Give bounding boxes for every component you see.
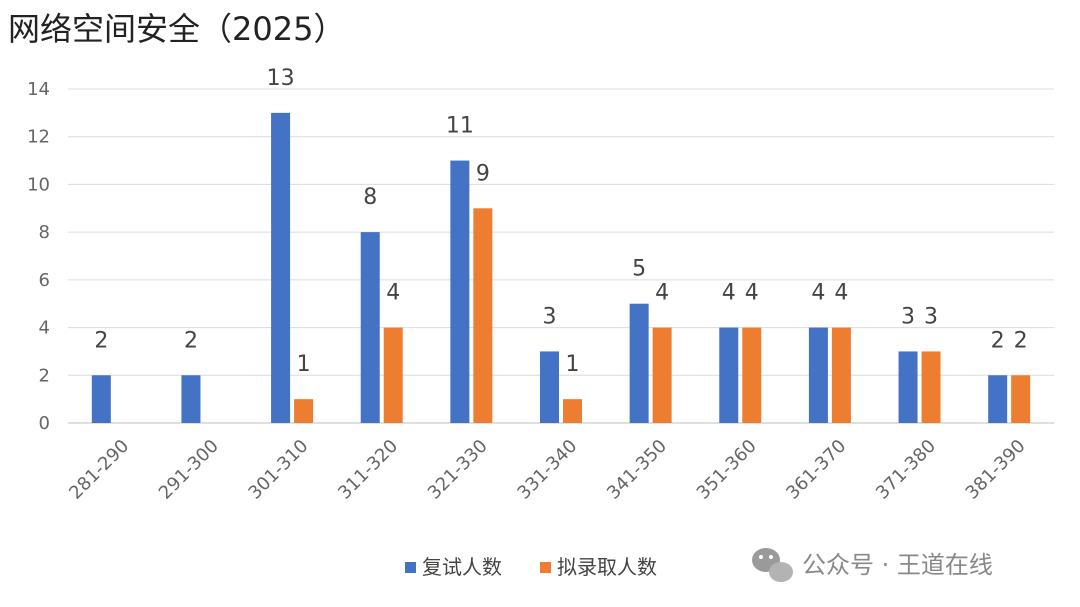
data-label: 8 — [363, 185, 377, 210]
bar-retest — [808, 327, 828, 423]
bar-retest — [360, 232, 380, 423]
y-tick-label: 14 — [27, 79, 50, 100]
x-tick-label: 361-370 — [782, 436, 850, 504]
data-label: 2 — [94, 328, 108, 353]
bar-retest — [719, 327, 739, 423]
bar-admitted — [1011, 375, 1031, 423]
bar-retest — [629, 303, 649, 423]
data-label: 3 — [924, 304, 938, 329]
bar-admitted — [921, 351, 941, 423]
x-tick-label: 341-350 — [603, 436, 671, 504]
bars — [91, 112, 1031, 424]
x-tick-label: 381-390 — [962, 436, 1030, 504]
bar-admitted — [742, 327, 762, 423]
x-tick-label: 331-340 — [513, 436, 581, 504]
y-tick-label: 4 — [39, 318, 50, 339]
data-label: 4 — [386, 281, 400, 306]
bar-retest — [271, 112, 291, 423]
y-tick-label: 6 — [39, 270, 50, 291]
data-label: 1 — [297, 352, 311, 377]
bar-retest — [181, 375, 201, 423]
data-label: 2 — [991, 328, 1005, 353]
data-label: 11 — [446, 114, 474, 139]
watermark: 公众号 · 王道在线 — [752, 548, 993, 582]
data-label: 4 — [834, 281, 848, 306]
y-tick-label: 10 — [27, 174, 50, 195]
x-tick-label: 291-300 — [155, 436, 223, 504]
x-tick-label: 351-360 — [693, 436, 761, 504]
legend-label: 拟录取人数 — [557, 555, 657, 579]
x-tick-label: 301-310 — [244, 436, 312, 504]
bar-admitted — [294, 399, 314, 423]
bar-retest — [91, 375, 111, 423]
bar-admitted — [383, 327, 403, 423]
y-tick-label: 12 — [27, 127, 50, 148]
legend-label: 复试人数 — [422, 555, 502, 579]
data-label: 9 — [476, 161, 490, 186]
bar-retest — [898, 351, 918, 423]
bar-admitted — [652, 327, 672, 423]
x-tick-label: 371-380 — [872, 436, 940, 504]
legend: 复试人数 拟录取人数 — [405, 555, 657, 579]
data-label: 2 — [184, 328, 198, 353]
data-label: 4 — [811, 281, 825, 306]
data-label: 4 — [722, 281, 736, 306]
bar-retest — [988, 375, 1008, 423]
bar-retest — [540, 351, 559, 423]
watermark-text: 公众号 · 王道在线 — [802, 551, 993, 579]
wechat-icon — [752, 548, 793, 582]
x-tick-label: 321-330 — [424, 436, 492, 504]
y-tick-label: 8 — [39, 222, 50, 243]
data-label: 1 — [566, 352, 580, 377]
data-label: 4 — [655, 281, 669, 306]
x-axis: 281-290 291-300 301-310 311-320 321-330 331-3… — [65, 436, 1029, 504]
y-tick-label: 2 — [39, 365, 50, 386]
data-label: 4 — [745, 281, 759, 306]
bar-admitted — [831, 327, 851, 423]
bar-admitted — [563, 399, 582, 423]
bar-retest — [450, 160, 470, 424]
data-label: 2 — [1014, 328, 1028, 353]
x-tick-label: 311-320 — [334, 436, 402, 504]
grid-lines — [68, 88, 1054, 424]
y-tick-label: 0 — [39, 413, 50, 434]
data-label: 3 — [901, 304, 915, 329]
data-label: 5 — [632, 257, 646, 282]
x-tick-label: 281-290 — [65, 436, 133, 504]
y-axis: 0 2 4 6 8 10 12 14 — [27, 79, 50, 434]
data-label: 3 — [543, 304, 557, 329]
data-label: 13 — [267, 66, 295, 91]
chart-title: 网络空间安全（2025） — [8, 10, 345, 48]
bar-admitted — [473, 208, 493, 423]
legend-swatch — [405, 562, 416, 573]
legend-swatch — [540, 562, 551, 573]
